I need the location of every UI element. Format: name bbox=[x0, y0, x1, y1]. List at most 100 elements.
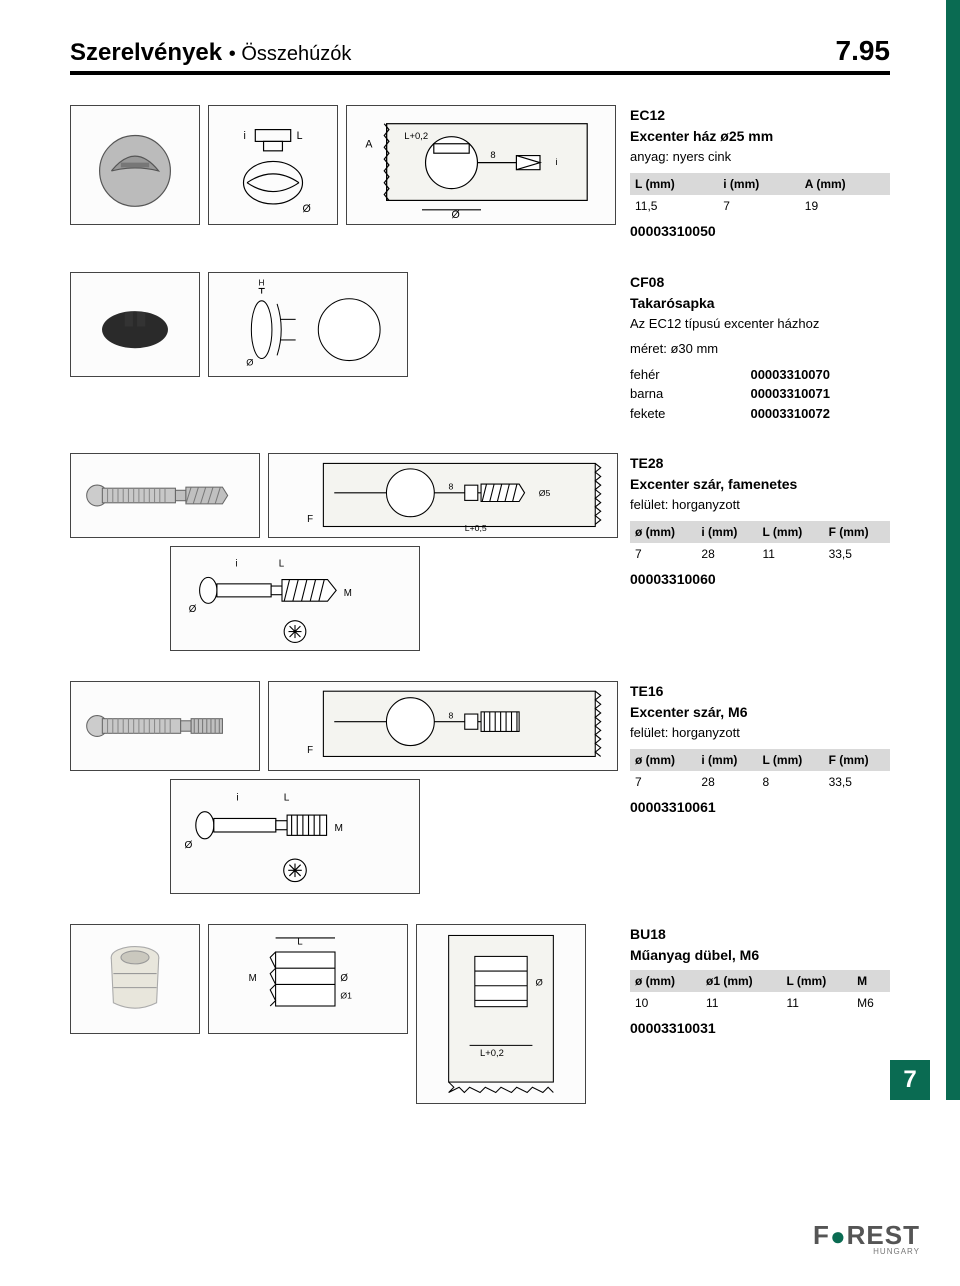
product-code: EC12 bbox=[630, 105, 890, 126]
product-desc2: méret: ø30 mm bbox=[630, 339, 890, 359]
lbl-od: Ø bbox=[452, 209, 460, 221]
lbl-Lp: L+0,5 bbox=[465, 523, 487, 533]
th: ø (mm) bbox=[630, 970, 701, 992]
product-images-ec12: i L Ø A L+0,2 8 i bbox=[70, 105, 630, 225]
page-number-badge: 7 bbox=[890, 1060, 930, 1100]
spec-table-te16: ø (mm) i (mm) L (mm) F (mm) 7 28 8 33,5 bbox=[630, 749, 890, 793]
diagram-te28-dims: i L Ø M bbox=[170, 546, 420, 651]
th: L (mm) bbox=[757, 749, 823, 771]
product-info-bu18: BU18 Műanyag dübel, M6 ø (mm) ø1 (mm) L … bbox=[630, 924, 890, 1039]
lbl-F: F bbox=[307, 514, 313, 525]
product-desc: felület: horganyzott bbox=[630, 495, 890, 515]
brand-post: REST bbox=[847, 1220, 920, 1250]
article-number: 00003310060 bbox=[630, 569, 890, 590]
lbl-oi: Ø bbox=[536, 977, 543, 988]
color-row: fekete00003310072 bbox=[630, 404, 830, 424]
article-number: 00003310031 bbox=[630, 1018, 890, 1039]
lbl-i: i bbox=[244, 130, 246, 142]
lbl-o5: Ø5 bbox=[539, 488, 551, 498]
article-number: 00003310050 bbox=[630, 221, 890, 242]
spec-table-te28: ø (mm) i (mm) L (mm) F (mm) 7 28 11 33,5 bbox=[630, 521, 890, 565]
product-images-te28: 8 Ø5 L+0,5 F i L Ø M bbox=[70, 453, 630, 651]
lbl-Lp: L+0,2 bbox=[480, 1047, 504, 1058]
lbl-Lp: L+0,2 bbox=[404, 130, 428, 141]
td: 7 bbox=[630, 543, 696, 565]
brand-o-icon: ● bbox=[830, 1221, 847, 1252]
lbl-8: 8 bbox=[448, 710, 453, 720]
diagram-bu18-install: Ø L+0,2 bbox=[416, 924, 586, 1104]
product-title: Excenter ház ø25 mm bbox=[630, 126, 890, 147]
th: ø1 (mm) bbox=[701, 970, 781, 992]
td: 19 bbox=[800, 195, 890, 217]
diagram-bu18-dims: L M Ø Ø1 bbox=[208, 924, 408, 1034]
th: L (mm) bbox=[757, 521, 823, 543]
th: i (mm) bbox=[718, 173, 800, 195]
lbl-L: L bbox=[279, 559, 285, 570]
td: 33,5 bbox=[824, 543, 890, 565]
td: 28 bbox=[696, 543, 757, 565]
lbl-o: Ø bbox=[303, 203, 311, 215]
spec-table-bu18: ø (mm) ø1 (mm) L (mm) M 10 11 11 M6 bbox=[630, 970, 890, 1014]
color-art: 00003310070 bbox=[750, 365, 830, 385]
lbl-8: 8 bbox=[490, 149, 495, 160]
lbl-L: L bbox=[284, 792, 290, 803]
lbl-ix: i bbox=[555, 156, 557, 167]
product-row-te16: 8 F i L Ø M bbox=[70, 681, 890, 894]
lbl-8: 8 bbox=[448, 482, 453, 492]
product-code: CF08 bbox=[630, 272, 890, 293]
category-title: Szerelvények bbox=[70, 39, 222, 66]
color-art: 00003310071 bbox=[750, 384, 830, 404]
product-desc: felület: horganyzott bbox=[630, 723, 890, 743]
brand-pre: F bbox=[813, 1220, 830, 1250]
lbl-M: M bbox=[334, 823, 342, 834]
product-info-cf08: CF08 Takarósapka Az EC12 típusú excenter… bbox=[630, 272, 890, 424]
footer-logo: F●REST HUNGARY bbox=[813, 1220, 920, 1256]
th: L (mm) bbox=[781, 970, 852, 992]
diagram-cf08: H Ø bbox=[208, 272, 408, 377]
article-number: 00003310061 bbox=[630, 797, 890, 818]
photo-bu18 bbox=[70, 924, 200, 1034]
catalog-page: Szerelvények • Összehúzók 7.95 i L Ø bbox=[0, 0, 960, 1164]
td: 28 bbox=[696, 771, 757, 793]
color-name: barna bbox=[630, 384, 663, 404]
th: F (mm) bbox=[824, 749, 890, 771]
diagram-te28-install: 8 Ø5 L+0,5 F bbox=[268, 453, 618, 538]
page-header: Szerelvények • Összehúzók 7.95 bbox=[70, 35, 890, 75]
lbl-M: M bbox=[344, 588, 352, 599]
th: ø (mm) bbox=[630, 749, 696, 771]
lbl-o: Ø bbox=[189, 604, 197, 615]
td: 33,5 bbox=[824, 771, 890, 793]
td: 11,5 bbox=[630, 195, 718, 217]
product-row-bu18: L M Ø Ø1 Ø L+0,2 bbox=[70, 924, 890, 1104]
color-name: fekete bbox=[630, 404, 665, 424]
th: i (mm) bbox=[696, 749, 757, 771]
th: ø (mm) bbox=[630, 521, 696, 543]
th: i (mm) bbox=[696, 521, 757, 543]
lbl-o: Ø bbox=[185, 840, 193, 851]
product-row-ec12: i L Ø A L+0,2 8 i bbox=[70, 105, 890, 242]
category-sub: • Összehúzók bbox=[229, 43, 352, 65]
color-row: barna 00003310071 bbox=[630, 384, 830, 404]
product-info-te16: TE16 Excenter szár, M6 felület: horganyz… bbox=[630, 681, 890, 818]
lbl-F: F bbox=[307, 745, 313, 756]
product-title: Excenter szár, M6 bbox=[630, 702, 890, 723]
diagram-te16-dims: i L Ø M bbox=[170, 779, 420, 894]
td: 11 bbox=[701, 992, 781, 1014]
td: 7 bbox=[718, 195, 800, 217]
lbl-o1: Ø1 bbox=[340, 990, 352, 1000]
th: M bbox=[852, 970, 890, 992]
td: 8 bbox=[757, 771, 823, 793]
product-code: TE28 bbox=[630, 453, 890, 474]
photo-ec12 bbox=[70, 105, 200, 225]
th: F (mm) bbox=[824, 521, 890, 543]
product-desc: anyag: nyers cink bbox=[630, 147, 890, 167]
product-images-bu18: L M Ø Ø1 Ø L+0,2 bbox=[70, 924, 630, 1104]
brand-logo: F●REST bbox=[813, 1220, 920, 1251]
td: 11 bbox=[757, 543, 823, 565]
product-title: Excenter szár, famenetes bbox=[630, 474, 890, 495]
color-list: fehér00003310070 barna00003310071 fekete… bbox=[630, 365, 890, 424]
side-accent-bar bbox=[946, 0, 960, 1100]
lbl-o: Ø bbox=[246, 357, 253, 367]
td: M6 bbox=[852, 992, 890, 1014]
th: A (mm) bbox=[800, 173, 890, 195]
